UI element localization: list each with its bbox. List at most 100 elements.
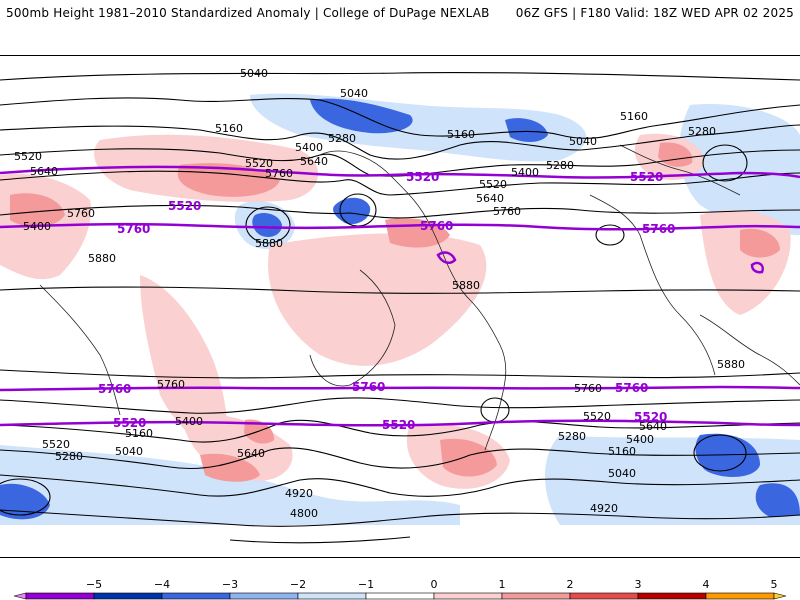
colorbar-tick-label: 1 — [498, 578, 506, 591]
colorbar-segment — [433, 592, 503, 600]
contour-label: 5280 — [328, 132, 356, 145]
contour-label: 5160 — [608, 445, 636, 458]
colorbar-tick-label: 2 — [566, 578, 574, 591]
contour-label: 5520 — [583, 410, 611, 423]
negative-anomaly-area — [679, 104, 800, 235]
contour-label: 5040 — [608, 467, 636, 480]
contour-label-highlight: 5520 — [630, 170, 663, 184]
colorbar-segment — [161, 592, 231, 600]
contour-label-highlight: 5520 — [113, 416, 146, 430]
contour-label: 5640 — [476, 192, 504, 205]
contour-label: 5520 — [479, 178, 507, 191]
contour-label-highlight: 5760 — [98, 382, 131, 396]
colorbar-tick-label: 5 — [770, 578, 778, 591]
colorbar-arrow-right — [773, 592, 787, 600]
colorbar-segments — [13, 592, 787, 600]
colorbar-tick-label: −4 — [153, 578, 171, 591]
contour-label: 5520 — [245, 157, 273, 170]
map-title: 500mb Height 1981–2010 Standardized Anom… — [6, 6, 490, 20]
contour-label: 5760 — [574, 382, 602, 395]
positive-anomaly-area — [10, 193, 65, 227]
contour-label: 5880 — [452, 279, 480, 292]
contour-label: 5400 — [295, 141, 323, 154]
contour-label: 4920 — [285, 487, 313, 500]
negative-anomaly-area — [252, 213, 282, 237]
contour-label: 5040 — [569, 135, 597, 148]
contour-label-highlight: 5520 — [406, 170, 439, 184]
anomaly-map: 5040 5040 5160 5280 5400 5520 5640 5760 … — [0, 67, 800, 544]
negative-anomaly-area — [755, 483, 800, 517]
contour-label: 5160 — [447, 128, 475, 141]
colorbar-segment — [705, 592, 775, 600]
colorbar-segment — [25, 592, 95, 600]
anomaly-shading — [0, 93, 800, 525]
colorbar-segment — [365, 592, 435, 600]
contour-label: 5640 — [300, 155, 328, 168]
colorbar-segment — [637, 592, 707, 600]
contour-label: 5880 — [255, 237, 283, 250]
contour-label: 5880 — [717, 358, 745, 371]
contour-label: 5280 — [688, 125, 716, 138]
colorbar-tick-label: 3 — [634, 578, 642, 591]
negative-anomaly-area — [695, 433, 760, 477]
colorbar — [13, 592, 787, 600]
contour-label: 5160 — [125, 427, 153, 440]
positive-anomaly-area — [740, 228, 780, 258]
colorbar-segment — [229, 592, 299, 600]
contour-label-highlight: 5760 — [117, 222, 150, 236]
contour-label: 5400 — [626, 433, 654, 446]
negative-anomaly-area — [505, 118, 548, 142]
contour-label: 5280 — [55, 450, 83, 463]
colorbar-tick-label: 0 — [430, 578, 438, 591]
contour-label: 5760 — [493, 205, 521, 218]
contour-label: 5520 — [14, 150, 42, 163]
highlight-contours — [0, 165, 800, 427]
contour-label: 4920 — [590, 502, 618, 515]
contour-label: 5640 — [639, 420, 667, 433]
contour-label: 5160 — [620, 110, 648, 123]
contour-label: 4800 — [290, 507, 318, 520]
contour-label: 5760 — [265, 167, 293, 180]
contour-label-highlight: 5520 — [382, 418, 415, 432]
contour-label: 5160 — [215, 122, 243, 135]
negative-anomaly-area — [333, 197, 371, 225]
header: 500mb Height 1981–2010 Standardized Anom… — [0, 0, 800, 26]
colorbar-tick-label: −5 — [85, 578, 103, 591]
contour-label: 5520 — [42, 438, 70, 451]
colorbar-segment — [501, 592, 571, 600]
positive-anomaly-area — [268, 233, 487, 366]
contour-label-highlight: 5760 — [420, 219, 453, 233]
colorbar-segment — [297, 592, 367, 600]
positive-anomaly-area — [177, 163, 280, 197]
positive-anomaly-area — [140, 275, 227, 446]
negative-anomaly-area — [0, 445, 460, 525]
model-run-label: 06Z GFS | F180 Valid: 18Z WED APR 02 202… — [515, 6, 794, 20]
colorbar-tick-label: −3 — [221, 578, 239, 591]
contour-label: 5040 — [340, 87, 368, 100]
colorbar-tick-label: −2 — [289, 578, 307, 591]
map-frame — [0, 55, 800, 558]
contour-label-highlight: 5520 — [634, 410, 667, 424]
colorbar-tick-label: −1 — [357, 578, 375, 591]
contour-label: 5280 — [558, 430, 586, 443]
positive-anomaly-area — [200, 453, 260, 482]
positive-anomaly-area — [440, 438, 497, 477]
contour-labels: 5040 5040 5160 5280 5400 5520 5640 5760 … — [14, 67, 745, 520]
contour-label: 5040 — [115, 445, 143, 458]
height-contours — [0, 71, 800, 544]
contour-label: 5400 — [511, 166, 539, 179]
contour-label: 5880 — [88, 252, 116, 265]
contour-label: 5640 — [237, 447, 265, 460]
contour-label: 5640 — [30, 165, 58, 178]
contour-label-highlight: 5760 — [642, 222, 675, 236]
colorbar-segment — [569, 592, 639, 600]
colorbar-segment — [93, 592, 163, 600]
contour-label-highlight: 5760 — [615, 381, 648, 395]
contour-label: 5280 — [546, 159, 574, 172]
contour-label: 5040 — [240, 67, 268, 80]
highlight-labels: 5520 5520 5520 5760 5760 5760 5760 5760 … — [98, 170, 675, 432]
contour-label: 5760 — [67, 207, 95, 220]
contour-label-highlight: 5760 — [352, 380, 385, 394]
contour-label-highlight: 5520 — [168, 199, 201, 213]
contour-label: 5400 — [23, 220, 51, 233]
